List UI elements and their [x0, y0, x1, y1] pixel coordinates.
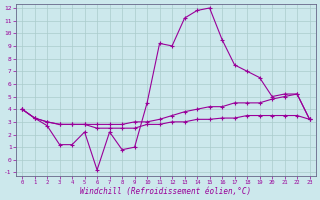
X-axis label: Windchill (Refroidissement éolien,°C): Windchill (Refroidissement éolien,°C) [80, 187, 252, 196]
